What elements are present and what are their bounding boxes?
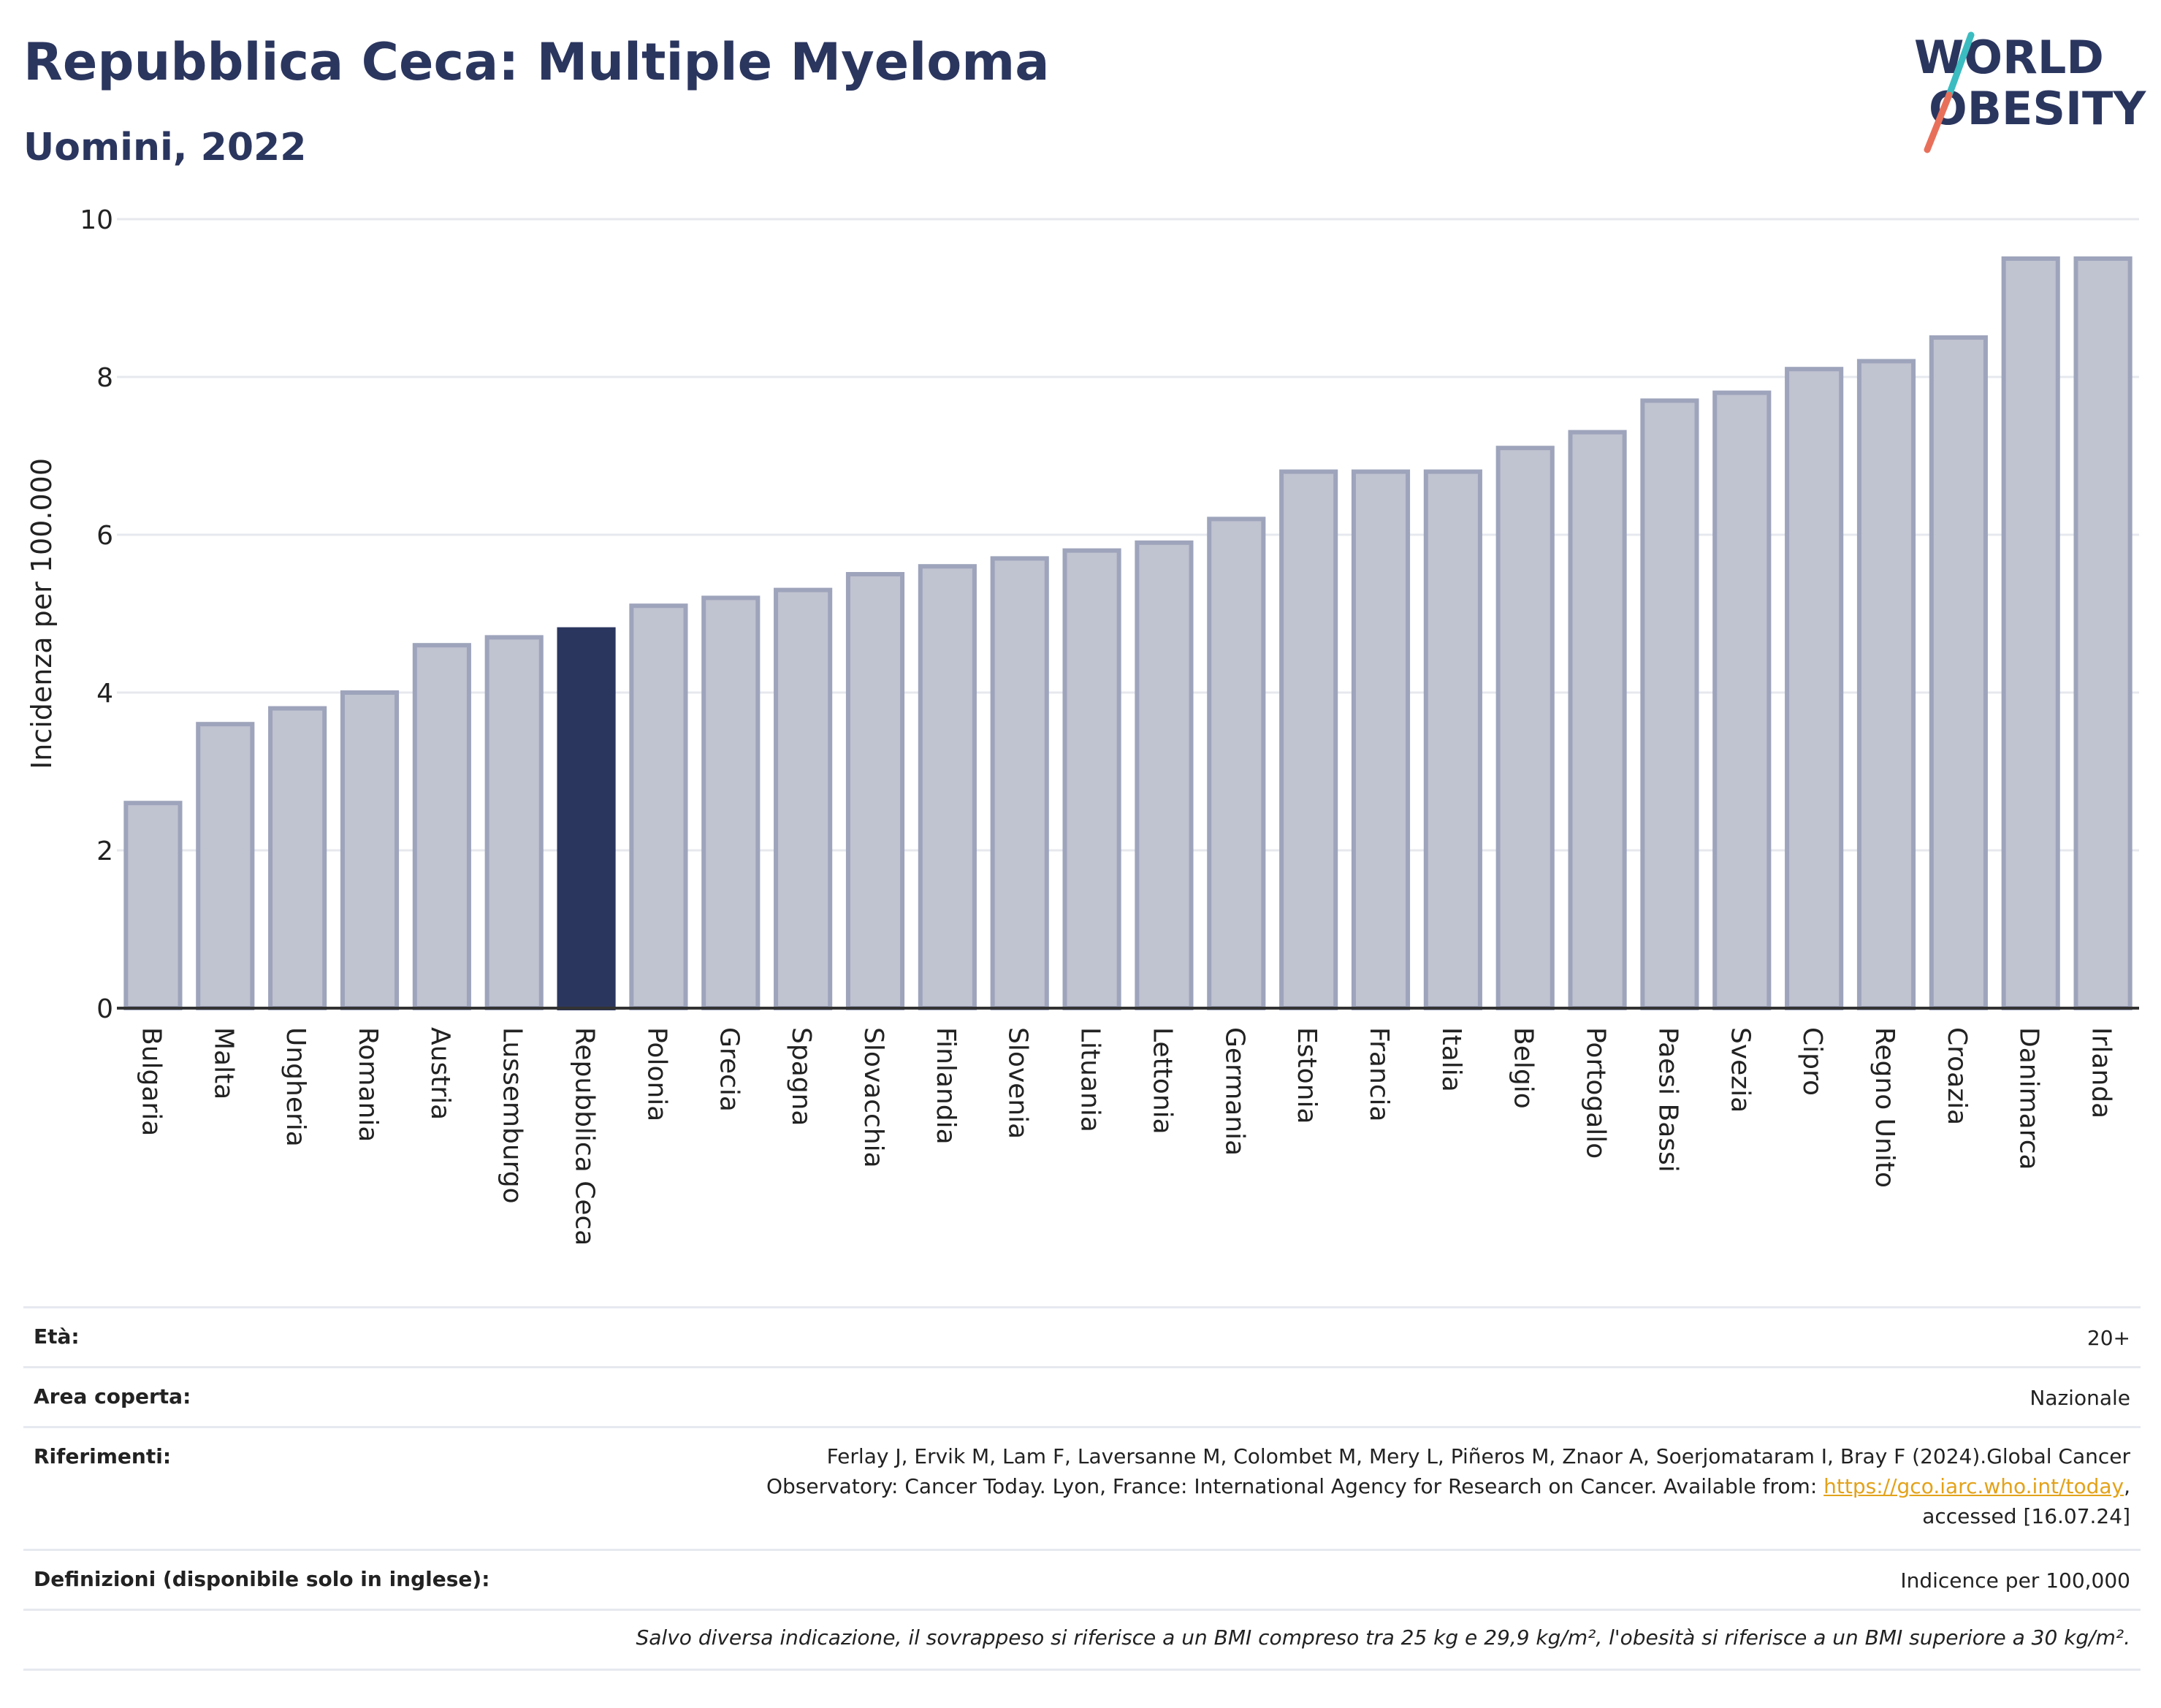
x-tick-labels: Bulgaria Malta Ungheria Romania Austria Lusse… (136, 1027, 2116, 1246)
page-title: Repubblica Ceca: Multiple Myeloma (23, 32, 1050, 92)
bar (918, 564, 977, 1010)
x-tick-label: Danimarca (2014, 1027, 2044, 1170)
definitions-value: Indicence per 100,000 (565, 1549, 2141, 1611)
x-tick-label: Austria (425, 1027, 455, 1120)
bar (1712, 390, 1772, 1010)
references-line-2: Observatory: Cancer Today. Lyon, France:… (766, 1474, 1824, 1498)
y-tick-label: 10 (80, 205, 113, 235)
bar (1495, 446, 1555, 1010)
y-tick-label: 6 (96, 521, 113, 551)
x-tick-label: Irlanda (2086, 1027, 2116, 1118)
bar (701, 595, 761, 1010)
x-tick-label: Grecia (714, 1027, 744, 1112)
bar (1929, 335, 1988, 1010)
bar (1856, 359, 1916, 1010)
info-row-area: Area coperta: Nazionale (23, 1367, 2141, 1428)
x-tick-label: Lettonia (1147, 1027, 1177, 1135)
bar (1351, 469, 1411, 1010)
info-row-references: Riferimenti: Ferlay J, Ervik M, Lam F, L… (23, 1427, 2141, 1551)
bar (1568, 430, 1627, 1010)
bar (1135, 540, 1194, 1010)
bar (629, 603, 688, 1010)
x-tick-label: Svezia (1725, 1027, 1755, 1113)
x-tick-label: Germania (1219, 1027, 1249, 1156)
x-tick-label: Belgio (1509, 1027, 1539, 1109)
bar (1640, 398, 1699, 1010)
y-axis-label: Incidenza per 100.000 (26, 458, 58, 769)
age-value: 20+ (565, 1306, 2141, 1368)
bar (1279, 469, 1338, 1010)
info-row-definitions: Definizioni (disponibile solo in inglese… (23, 1549, 2141, 1611)
page-subtitle: Uomini, 2022 (23, 126, 307, 169)
bar (1062, 548, 1121, 1010)
bars (123, 256, 2133, 1011)
bar (484, 635, 544, 1011)
bar (774, 587, 833, 1010)
y-tick-label: 4 (96, 679, 113, 709)
bar (196, 722, 255, 1010)
references-line-2-end: , (2124, 1474, 2130, 1498)
age-label: Età: (23, 1306, 566, 1368)
info-row-age: Età: 20+ (23, 1306, 2141, 1368)
bar-chart: 0 2 4 6 8 10 Bulgaria Malta Ungheria Romania Aust… (26, 205, 2139, 1246)
x-tick-label: Spagna (786, 1027, 816, 1126)
x-tick-label: Romania (353, 1027, 383, 1142)
bar (340, 690, 400, 1010)
references-value: Ferlay J, Ervik M, Lam F, Laversanne M, … (565, 1427, 2141, 1551)
bar (990, 556, 1049, 1010)
x-tick-label: Slovenia (1003, 1027, 1033, 1139)
x-tick-label: Paesi Bassi (1653, 1027, 1682, 1173)
x-tick-label: Portogallo (1581, 1027, 1611, 1159)
world-obesity-logo: WORLD OBESITY (1914, 31, 2146, 153)
bar (1785, 367, 1844, 1010)
x-tick-label: Regno Unito (1870, 1027, 1899, 1188)
x-tick-label: Polonia (641, 1027, 671, 1121)
logo-slash-bottom (1924, 91, 1953, 153)
x-tick-label: Croazia (1942, 1027, 1972, 1125)
bar (1423, 469, 1482, 1010)
x-tick-label: Italia (1436, 1027, 1466, 1092)
info-row-note: Salvo diversa indicazione, il sovrappeso… (23, 1609, 2141, 1671)
x-tick-label: Malta (208, 1027, 238, 1099)
x-tick-label: Bulgaria (136, 1027, 166, 1136)
y-tick-labels: 0 2 4 6 8 10 (80, 205, 113, 1024)
bar (2001, 256, 2060, 1010)
bar (845, 572, 905, 1010)
y-tick-label: 2 (96, 836, 113, 866)
bar (123, 801, 183, 1010)
x-tick-label: Finlandia (931, 1027, 961, 1145)
logo-line-1: WORLD (1914, 31, 2104, 84)
y-tick-label: 0 (96, 994, 113, 1024)
references-line-1: Ferlay J, Ervik M, Lam F, Laversanne M, … (826, 1444, 2130, 1468)
references-link[interactable]: https://gco.iarc.who.int/today (1823, 1474, 2124, 1498)
area-label: Area coperta: (23, 1367, 566, 1428)
x-tick-label: Lussemburgo (498, 1027, 527, 1204)
x-tick-label: Estonia (1292, 1027, 1322, 1124)
x-tick-label: Slovacchia (858, 1027, 888, 1168)
y-tick-label: 8 (96, 363, 113, 393)
x-tick-label: Repubblica Ceca (570, 1027, 600, 1246)
bar (412, 643, 471, 1010)
logo-line-2: OBESITY (1929, 82, 2146, 135)
bar (2073, 256, 2133, 1010)
info-table: Età: 20+ Area coperta: Nazionale Riferim… (23, 1306, 2141, 1671)
logo-slash-top (1945, 31, 1975, 99)
x-tick-label: Francia (1364, 1027, 1394, 1122)
bar (557, 627, 616, 1010)
bar (268, 706, 327, 1010)
x-tick-label: Lituania (1075, 1027, 1105, 1132)
x-tick-label: Ungheria (281, 1027, 310, 1147)
references-label: Riferimenti: (23, 1427, 566, 1551)
definitions-label: Definizioni (disponibile solo in inglese… (23, 1549, 566, 1611)
area-value: Nazionale (565, 1367, 2141, 1428)
references-line-3: accessed [16.07.24] (1922, 1504, 2130, 1528)
bar (1207, 516, 1266, 1010)
x-tick-label: Cipro (1797, 1027, 1827, 1096)
bmi-note: Salvo diversa indicazione, il sovrappeso… (23, 1609, 2141, 1671)
